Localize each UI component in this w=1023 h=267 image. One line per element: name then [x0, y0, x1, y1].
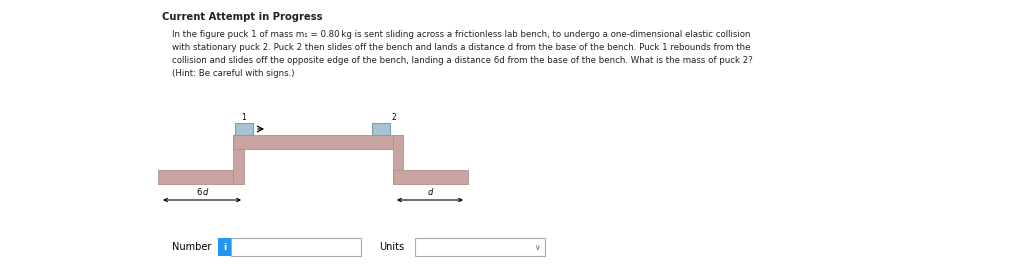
Text: 2: 2 — [392, 113, 397, 122]
Text: d: d — [428, 188, 433, 197]
Text: ∨: ∨ — [534, 242, 540, 252]
Bar — [415, 238, 545, 256]
Text: collision and slides off the opposite edge of the bench, landing a distance 6d f: collision and slides off the opposite ed… — [172, 56, 753, 65]
Bar — [233, 135, 403, 149]
Bar — [218, 238, 231, 256]
Text: with stationary puck 2. Puck 2 then slides off the bench and lands a distance d : with stationary puck 2. Puck 2 then slid… — [172, 43, 751, 52]
Bar — [158, 170, 233, 184]
Bar — [372, 123, 390, 135]
Text: 6: 6 — [196, 188, 202, 197]
Text: d: d — [203, 188, 209, 197]
Text: (Hint: Be careful with signs.): (Hint: Be careful with signs.) — [172, 69, 295, 78]
Text: 1: 1 — [241, 113, 247, 122]
Text: Number: Number — [172, 242, 212, 252]
Text: i: i — [223, 242, 226, 252]
Bar — [235, 123, 253, 135]
Bar — [393, 170, 468, 184]
Text: Current Attempt in Progress: Current Attempt in Progress — [162, 12, 322, 22]
Bar — [231, 238, 361, 256]
Bar — [393, 135, 403, 184]
Text: In the figure puck 1 of mass m₁ = 0.80 kg is sent sliding across a frictionless : In the figure puck 1 of mass m₁ = 0.80 k… — [172, 30, 751, 39]
Text: Units: Units — [379, 242, 404, 252]
Bar — [233, 135, 244, 184]
